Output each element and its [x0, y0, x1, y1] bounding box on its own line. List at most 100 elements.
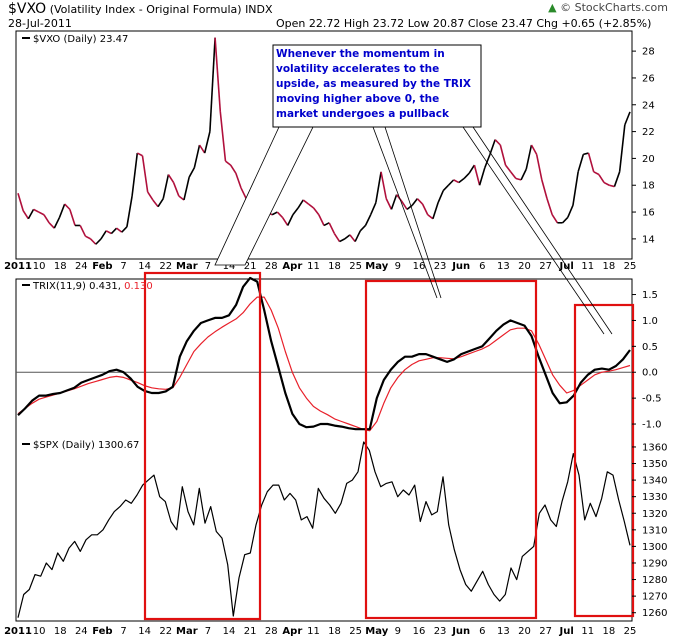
vxo-segment [193, 144, 201, 168]
x-tick-label: 28 [265, 261, 278, 272]
high-value: 23.72 [372, 17, 405, 30]
vxo-segment [618, 124, 626, 172]
y-tick-label: 1340 [642, 476, 667, 487]
y-tick-label: 1300 [642, 542, 667, 553]
y-tick-label: 18 [642, 181, 655, 192]
y-tick-label: 0.0 [642, 368, 658, 379]
vxo-segment [339, 238, 346, 243]
vxo-segment [489, 139, 496, 155]
y-tick-label: 1320 [642, 509, 667, 520]
vxo-segment [364, 214, 372, 226]
panel-title: $SPX (Daily) 1300.67 [33, 440, 139, 451]
x-tick-label: 24 [75, 626, 88, 637]
vxo-segment [587, 152, 595, 173]
vxo-segment [525, 144, 533, 170]
vxo-segment [427, 214, 434, 220]
x-tick-label: Feb [92, 626, 112, 637]
vxo-segment [572, 171, 579, 206]
y-tick-label: 16 [642, 208, 655, 219]
vxo-segment [141, 155, 149, 193]
y-tick-label: 1280 [642, 575, 667, 586]
callout-pointer [462, 126, 605, 335]
x-tick-label: 18 [603, 261, 616, 272]
vxo-segment [473, 164, 481, 186]
x-tick-label: 14 [138, 261, 151, 272]
x-tick-label: 13 [497, 261, 510, 272]
vxo-segment [95, 238, 102, 245]
vxo-segment [375, 171, 382, 203]
x-tick-label: 18 [54, 261, 67, 272]
vxo-segment [214, 37, 222, 112]
x-tick-label: 20 [518, 626, 531, 637]
spx-line [17, 441, 631, 618]
x-tick-label: 10 [33, 261, 46, 272]
x-tick-label: 14 [223, 261, 236, 272]
vxo-segment [38, 211, 45, 216]
x-tick-label: 14 [223, 626, 236, 637]
x-tick-label: 24 [75, 261, 88, 272]
x-tick-label: 25 [349, 626, 362, 637]
x-tick-label: 18 [54, 626, 67, 637]
y-tick-label: 1260 [642, 608, 667, 619]
vxo-segment [79, 225, 87, 237]
vxo-segment [380, 171, 388, 199]
vxo-segment [463, 172, 470, 180]
x-tick-label: 7 [205, 261, 211, 272]
y-tick-label: -1.0 [642, 420, 662, 431]
annotation-fo: Whenever the momentum in volatility acce… [276, 48, 471, 120]
vxo-segment [167, 174, 175, 183]
highlight-box [573, 303, 635, 618]
vxo-segment [421, 203, 429, 216]
x-tick-label: Mar [176, 261, 198, 272]
vxo-segment [100, 230, 107, 240]
vxo-segment [504, 164, 512, 173]
x-tick-label: 14 [138, 626, 151, 637]
vxo-segment [406, 204, 413, 211]
x-tick-label: Feb [92, 261, 112, 272]
vxo-segment [535, 154, 543, 181]
vxo-segment [312, 207, 320, 216]
x-tick-label: Jul [559, 626, 574, 637]
vxo-segment [17, 193, 24, 211]
vxo-segment [598, 174, 605, 183]
y-tick-label: 1330 [642, 492, 667, 503]
trix-line [17, 276, 631, 431]
brand-text: © StockCharts.com [560, 1, 668, 14]
x-tick-label: 23 [434, 261, 447, 272]
vxo-segment [271, 211, 278, 216]
x-tick-label: 25 [624, 261, 637, 272]
y-tick-label: 26 [642, 73, 655, 84]
x-tick-label: 27 [539, 261, 552, 272]
vxo-segment [447, 179, 455, 186]
vxo-segment [577, 154, 585, 173]
vxo-segment [240, 187, 247, 199]
vxo-segment [494, 139, 501, 146]
x-tick-label: 22 [159, 626, 172, 637]
vxo-segment [292, 207, 299, 216]
open-value: 22.72 [308, 17, 341, 30]
vxo-segment [183, 177, 190, 201]
x-tick-label: May [365, 626, 388, 637]
symbol: $VXO [8, 1, 47, 17]
open-label: Open [276, 17, 306, 30]
y-tick-label: 22 [642, 127, 655, 138]
vxo-segment [131, 152, 139, 197]
vxo-segment [33, 208, 40, 213]
vxo-segment [369, 202, 377, 216]
highlight-box [364, 279, 538, 620]
vxo-panel-frame [15, 30, 633, 260]
vxo-segment [136, 152, 143, 157]
x-tick-label: 2011 [4, 261, 32, 272]
x-tick-label: Mar [176, 626, 198, 637]
panel-title: $VXO (Daily) 23.47 [33, 34, 128, 45]
x-tick-label: 11 [307, 626, 320, 637]
x-tick-label: 6 [479, 626, 485, 637]
low-value: 20.87 [432, 17, 465, 30]
y-tick-label: 1290 [642, 558, 667, 569]
vxo-segment [603, 181, 610, 186]
vxo-segment [541, 179, 548, 199]
vxo-segment [162, 174, 170, 199]
vxo-segment [276, 211, 284, 218]
callout-pointer [384, 126, 442, 299]
high-label: High [343, 17, 370, 30]
